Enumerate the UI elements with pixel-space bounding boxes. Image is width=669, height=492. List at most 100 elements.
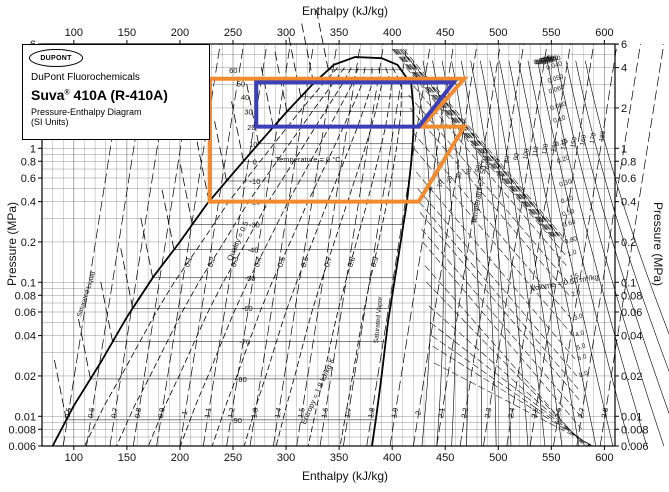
volume-label: 1.5 xyxy=(569,272,580,282)
isotherm-superheated-label: 170 xyxy=(589,132,598,144)
isotherm-superheated-label: 40 xyxy=(465,168,473,177)
volume-line xyxy=(422,241,583,430)
y-tick-label-left: 0.006 xyxy=(8,441,36,453)
entropy-line xyxy=(343,43,408,447)
isotherm-subcooled xyxy=(245,79,259,144)
y-tick-label-right: 0.08 xyxy=(621,290,642,302)
isotherm-superheated xyxy=(508,60,580,447)
isotherm-superheated xyxy=(518,60,597,447)
entropy-line xyxy=(529,43,595,447)
volume-label: 3.0 xyxy=(573,313,584,323)
volume-line xyxy=(426,282,586,447)
y-tick-label-left: 0.4 xyxy=(21,197,36,209)
entropy-label: 0.7 xyxy=(109,407,120,419)
entropy-line xyxy=(436,43,501,447)
x-tick-label-bottom: 350 xyxy=(330,452,348,464)
isotherm-label: -80 xyxy=(236,375,247,384)
isotherm-subcooled xyxy=(179,160,193,225)
volume-label: 0.080 xyxy=(549,101,567,113)
x-axis-title-top: Enthalpy (kJ/kg) xyxy=(302,4,388,18)
isotherm-superheated-label: 130 xyxy=(550,140,559,152)
quality-label: 0.7 xyxy=(322,256,334,269)
volume-label: 1.0 xyxy=(567,249,578,259)
product-brand: Suva xyxy=(31,87,65,103)
entropy-line xyxy=(366,43,431,447)
isotherm-label: 30 xyxy=(244,108,252,117)
isotherm-superheated-label: 30 xyxy=(455,171,463,180)
entropy-label: 2.7 xyxy=(576,407,587,419)
volume-label: 0.004 xyxy=(533,55,551,67)
isotherm-superheated-label: 120 xyxy=(541,143,550,155)
entropy-label: 2.8 xyxy=(600,407,611,419)
isotherm-superheated-label: 10 xyxy=(436,179,444,188)
isotherm-subcooled xyxy=(213,116,227,182)
y-tick-label-left: 0.02 xyxy=(15,371,36,383)
isotherm-label: 50 xyxy=(237,79,245,88)
isotherm-subcooled xyxy=(260,63,274,128)
y-tick-label-right: 0.01 xyxy=(621,411,642,423)
cycle-overlays xyxy=(207,76,469,204)
plot-frame xyxy=(41,43,616,447)
isotherm-subcooled xyxy=(300,19,315,84)
y-tick-label-right: 2 xyxy=(621,103,627,115)
x-tick-label-bottom: 600 xyxy=(595,452,613,464)
entropy-label: 2.6 xyxy=(553,407,564,419)
volume-label: 5.0 xyxy=(576,342,587,352)
isotherm-label: 60 xyxy=(229,66,237,75)
x-axis-title-bottom: Enthalpy (kJ/kg) xyxy=(302,469,388,483)
saturation-dome-curve xyxy=(51,56,415,447)
isotherm-label: -40 xyxy=(248,246,259,255)
isotherm-superheated xyxy=(413,60,433,447)
overlay-orange xyxy=(207,76,469,204)
x-tick-label-top: 200 xyxy=(171,27,189,39)
volume-label: 0.015 xyxy=(540,55,558,67)
isotherm-subcooled xyxy=(287,32,302,97)
isotherm-label: 20 xyxy=(247,123,255,132)
x-tick-label-top: 150 xyxy=(118,27,136,39)
isotherm-superheated xyxy=(422,60,444,447)
volume-label: 8.0 xyxy=(578,370,589,380)
volume-line xyxy=(418,201,579,390)
y-tick-label-right: 0.8 xyxy=(621,156,636,168)
quality-label: 0.6 xyxy=(299,256,311,269)
volume-line xyxy=(434,362,594,447)
volume-line xyxy=(432,345,592,447)
x-tick-label-top: 600 xyxy=(595,27,613,39)
volume-label: 0.020 xyxy=(542,55,560,67)
quality-line xyxy=(275,67,383,447)
maker-name: DuPont Fluorochemicals xyxy=(31,72,140,83)
volume-label: 0.20 xyxy=(556,154,571,165)
y-axis-title-left: Pressure (MPa) xyxy=(5,202,19,286)
entropy-label: 1.7 xyxy=(343,407,354,419)
y-tick-label-right: 0.2 xyxy=(621,237,636,249)
chart-legend-box: DUPONT DuPont Fluorochemicals Suva® 410A… xyxy=(22,44,210,140)
y-tick-label-left: 0.8 xyxy=(21,156,36,168)
entropy-label: 1.9 xyxy=(389,407,400,419)
isotherm-superheated-label: 0 xyxy=(427,185,435,190)
logo-text: DUPONT xyxy=(40,54,72,62)
entropy-label: 1.8 xyxy=(366,407,377,419)
y-tick-label-left: 0.01 xyxy=(15,411,36,423)
x-tick-label-top: 400 xyxy=(383,27,401,39)
y-tick-label-left: 0.06 xyxy=(15,307,36,319)
entropy-line xyxy=(272,43,338,447)
isotherm-superheated xyxy=(451,60,482,447)
x-tick-label-bottom: 250 xyxy=(224,452,242,464)
y-tick-label-left: 0.1 xyxy=(21,277,36,289)
volume-label: 2.0 xyxy=(571,289,582,299)
entropy-line xyxy=(389,43,455,447)
isotherm-superheated-label: 180 xyxy=(598,130,607,142)
quality-line xyxy=(84,67,338,447)
quality-label: 0.5 xyxy=(275,256,287,269)
volume-label: 0.050 xyxy=(547,73,565,85)
entropy-line xyxy=(319,43,385,447)
y-tick-label-left: 0.6 xyxy=(21,173,36,185)
isotherm-superheated xyxy=(499,60,563,447)
x-tick-label-bottom: 500 xyxy=(489,452,507,464)
entropy-label: 1 xyxy=(180,410,190,416)
entropy-line xyxy=(576,43,641,447)
x-tick-label-bottom: 300 xyxy=(277,452,295,464)
entropy-line xyxy=(413,43,478,447)
x-tick-label-top: 500 xyxy=(489,27,507,39)
